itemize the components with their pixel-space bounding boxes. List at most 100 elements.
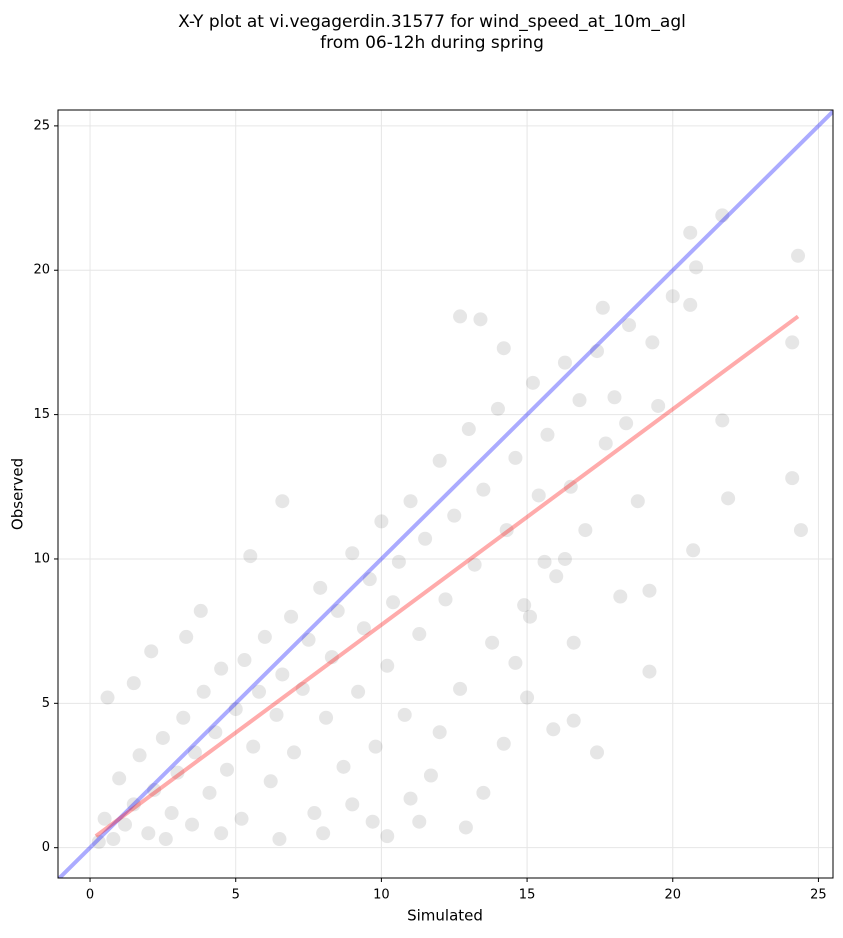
point [132, 748, 147, 763]
point [453, 681, 468, 696]
point [214, 826, 229, 841]
point [164, 806, 179, 821]
point [613, 589, 628, 604]
x-tick-label: 25 [810, 888, 827, 903]
point [126, 797, 141, 812]
point [432, 725, 447, 740]
point [557, 551, 572, 566]
point [106, 832, 121, 847]
point [791, 248, 806, 263]
point [403, 791, 418, 806]
point [557, 355, 572, 370]
fit-line [58, 110, 833, 878]
point [598, 436, 613, 451]
point [651, 398, 666, 413]
point [272, 832, 287, 847]
point [432, 453, 447, 468]
point [412, 814, 427, 829]
x-tick-label: 0 [86, 888, 94, 903]
point [461, 422, 476, 437]
point [356, 621, 371, 636]
point [686, 543, 701, 558]
point [590, 344, 605, 359]
point [176, 710, 191, 725]
point [214, 661, 229, 676]
axes-frame [57, 109, 834, 879]
point [517, 598, 532, 613]
point [307, 806, 322, 821]
point [715, 208, 730, 223]
plot-area [58, 110, 833, 878]
point [170, 765, 185, 780]
point [549, 569, 564, 584]
point [257, 629, 272, 644]
point [537, 554, 552, 569]
point [645, 335, 660, 350]
point [665, 289, 680, 304]
point [476, 482, 491, 497]
point [336, 759, 351, 774]
point [683, 297, 698, 312]
point [715, 413, 730, 428]
point [196, 684, 211, 699]
x-axis-label: Simulated [407, 907, 483, 925]
point [386, 595, 401, 610]
x-tick-label: 10 [373, 888, 390, 903]
point [275, 667, 290, 682]
point [793, 523, 808, 538]
y-tick-label: 10 [33, 551, 50, 566]
point [118, 817, 133, 832]
point [438, 592, 453, 607]
y-tick-label: 15 [33, 407, 50, 422]
point [228, 702, 243, 717]
point [202, 785, 217, 800]
point [447, 508, 462, 523]
point [572, 393, 587, 408]
point [531, 488, 546, 503]
point [362, 572, 377, 587]
point [345, 797, 360, 812]
point [785, 471, 800, 486]
point [496, 736, 511, 751]
point [126, 676, 141, 691]
point [520, 690, 535, 705]
point [380, 829, 395, 844]
chart-subtitle: from 06-12h during spring [320, 33, 544, 53]
point [147, 782, 162, 797]
point [246, 739, 261, 754]
point [286, 745, 301, 760]
point [112, 771, 127, 786]
point [546, 722, 561, 737]
point [319, 710, 334, 725]
point [403, 494, 418, 509]
point [193, 603, 208, 618]
point [499, 523, 514, 538]
point [295, 681, 310, 696]
point [141, 826, 156, 841]
point [301, 632, 316, 647]
point [490, 401, 505, 416]
point [345, 546, 360, 561]
point [158, 832, 173, 847]
point [91, 834, 106, 849]
ticks: 0 5 10 15 20 25 0 5 10 15 20 25 [33, 118, 826, 902]
point [275, 494, 290, 509]
point [566, 635, 581, 650]
point [97, 811, 112, 826]
y-tick-label: 0 [42, 840, 50, 855]
point [566, 713, 581, 728]
point [467, 557, 482, 572]
point [540, 427, 555, 442]
point [144, 644, 159, 659]
point [187, 745, 202, 760]
point [607, 390, 622, 405]
point [391, 554, 406, 569]
point [418, 531, 433, 546]
point [208, 725, 223, 740]
point [252, 684, 267, 699]
point [269, 707, 284, 722]
x-tick-label: 20 [664, 888, 681, 903]
fit-line [94, 314, 800, 838]
point [785, 335, 800, 350]
